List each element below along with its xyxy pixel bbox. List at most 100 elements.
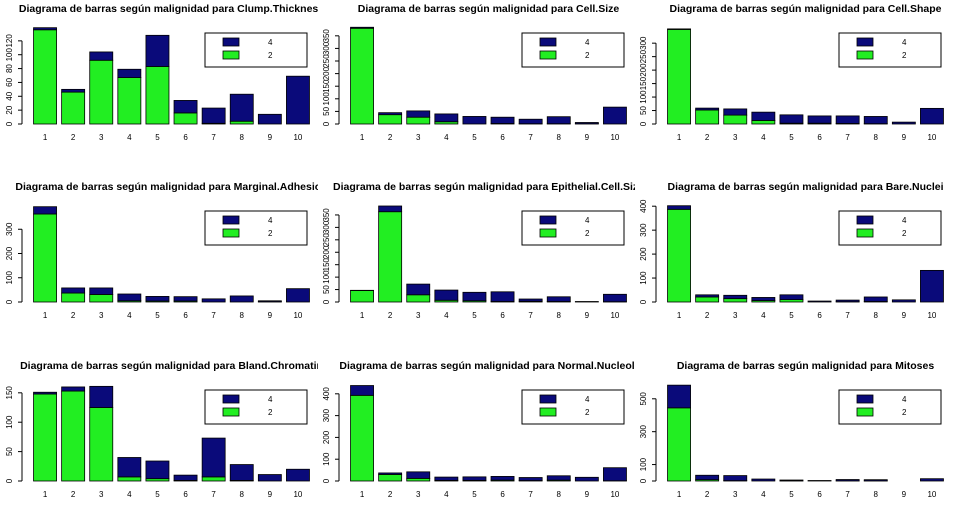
x-tick-label: 2	[388, 133, 393, 142]
y-tick-label: 400	[322, 387, 331, 401]
x-tick-label: 10	[610, 311, 619, 320]
bar-segment-malignant	[34, 392, 57, 394]
x-tick-label: 5	[789, 311, 794, 320]
bar-segment-malignant	[90, 386, 113, 407]
bar-segment-malignant	[463, 292, 486, 300]
x-tick-label: 4	[444, 311, 449, 320]
bar-segment-malignant	[752, 112, 775, 120]
bar-segment-malignant	[668, 206, 691, 210]
bar-segment-malignant	[258, 475, 281, 481]
y-tick-label: 20	[5, 105, 14, 114]
x-tick-label: 7	[211, 133, 216, 142]
legend-label: 4	[268, 38, 273, 47]
legend-swatch	[857, 395, 873, 403]
x-tick-label: 6	[500, 133, 505, 142]
y-tick-label: 200	[639, 63, 648, 77]
x-tick-label: 7	[845, 133, 850, 142]
x-tick-label: 7	[528, 133, 533, 142]
barplot-panel: Diagrama de barras según malignidad para…	[634, 0, 952, 168]
bar-segment-malignant	[62, 387, 85, 391]
bar-segment-benign	[752, 120, 775, 124]
legend-swatch	[540, 408, 556, 416]
y-tick-label: 0	[5, 478, 14, 483]
bar-segment-malignant	[864, 116, 887, 123]
x-tick-label: 4	[761, 490, 766, 499]
legend-label: 4	[902, 216, 907, 225]
x-tick-label: 7	[528, 490, 533, 499]
x-tick-label: 3	[733, 311, 738, 320]
legend-box	[205, 33, 307, 67]
x-tick-label: 10	[293, 133, 302, 142]
x-tick-label: 8	[557, 133, 562, 142]
y-tick-label: 100	[5, 271, 14, 285]
x-tick-label: 5	[472, 490, 477, 499]
y-tick-label: 80	[5, 64, 14, 73]
chart-title: Diagrama de barras según malignidad para…	[670, 3, 942, 15]
legend-label: 2	[585, 408, 590, 417]
x-tick-label: 7	[211, 490, 216, 499]
bar-segment-malignant	[668, 29, 691, 30]
bar-segment-malignant	[696, 475, 719, 479]
x-tick-label: 4	[127, 490, 132, 499]
bar-segment-benign	[90, 294, 113, 302]
y-tick-label: 250	[639, 49, 648, 63]
chart-title: Diagrama de barras según malignidad para…	[333, 181, 635, 193]
bar-segment-benign	[202, 477, 225, 481]
barplot-panel: Diagrama de barras según malignidad para…	[317, 357, 635, 525]
y-tick-label: 100	[639, 90, 648, 104]
legend-label: 4	[268, 216, 273, 225]
bar-segment-malignant	[463, 116, 486, 124]
bar-segment-malignant	[519, 299, 542, 301]
legend-box	[522, 211, 624, 245]
barplot-panel: Diagrama de barras según malignidad para…	[0, 357, 318, 525]
bar-segment-benign	[407, 117, 430, 124]
bar-segment-malignant	[808, 116, 831, 123]
bar-segment-malignant	[491, 117, 514, 123]
y-tick-label: 0	[322, 478, 331, 483]
x-tick-label: 5	[472, 311, 477, 320]
legend-label: 2	[902, 51, 907, 60]
barplot-svg: Diagrama de barras según malignidad para…	[0, 0, 318, 168]
bar-segment-malignant	[920, 479, 943, 481]
bar-segment-malignant	[174, 475, 197, 480]
x-tick-label: 7	[845, 311, 850, 320]
legend-swatch	[540, 38, 556, 46]
bar-segment-malignant	[34, 28, 57, 30]
legend-label: 2	[585, 51, 590, 60]
barplot-svg: Diagrama de barras según malignidad para…	[634, 357, 952, 525]
legend-swatch	[223, 408, 239, 416]
x-tick-label: 1	[43, 490, 48, 499]
bar-segment-malignant	[808, 301, 831, 302]
bar-segment-malignant	[463, 477, 486, 480]
bar-segment-malignant	[90, 288, 113, 295]
barplot-panel: Diagrama de barras según malignidad para…	[634, 178, 952, 346]
x-tick-label: 9	[268, 490, 273, 499]
y-tick-label: 300	[5, 222, 14, 236]
bar-segment-malignant	[724, 295, 747, 298]
bar-segment-malignant	[407, 111, 430, 117]
bar-segment-malignant	[118, 294, 141, 301]
legend-box	[205, 390, 307, 424]
bar-segment-benign	[696, 110, 719, 124]
x-tick-label: 3	[99, 490, 104, 499]
bar-segment-malignant	[34, 207, 57, 214]
y-tick-label: 200	[322, 430, 331, 444]
bar-segment-malignant	[892, 122, 915, 124]
x-tick-label: 5	[155, 490, 160, 499]
bar-segment-malignant	[351, 27, 374, 28]
bar-segment-malignant	[174, 100, 197, 112]
x-tick-label: 8	[557, 311, 562, 320]
bar-segment-malignant	[780, 480, 803, 481]
bar-segment-malignant	[780, 115, 803, 123]
y-tick-label: 400	[639, 199, 648, 213]
x-tick-label: 8	[240, 311, 245, 320]
bar-segment-malignant	[118, 457, 141, 476]
bar-segment-benign	[118, 78, 141, 124]
x-tick-label: 1	[360, 311, 365, 320]
bar-segment-malignant	[724, 109, 747, 115]
x-tick-label: 6	[817, 490, 822, 499]
bar-segment-malignant	[202, 438, 225, 477]
bar-segment-malignant	[575, 122, 598, 123]
x-tick-label: 9	[268, 311, 273, 320]
legend-swatch	[857, 38, 873, 46]
